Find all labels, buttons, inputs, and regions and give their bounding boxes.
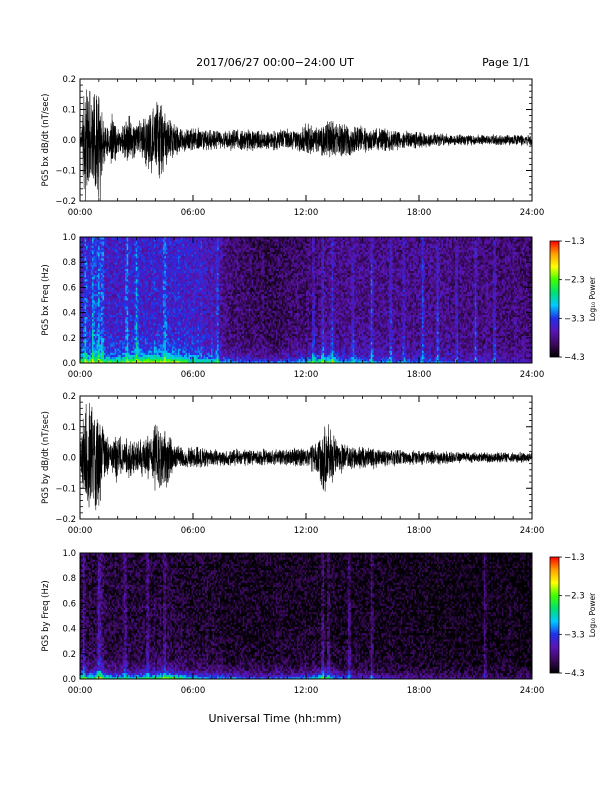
x-tick-label: 24:00 [520, 208, 545, 218]
waveform-trace [80, 89, 532, 201]
x-tick-label: 18:00 [407, 208, 432, 218]
x-tick-label: 00:00 [68, 208, 93, 218]
bx-waveform-panel: 00:00 06:00 12:00 18:00 24:00 −0.2 −0.1 0.0 0.1 0… [41, 75, 544, 218]
x-tick-label: 12:00 [294, 208, 319, 218]
y-tick-label: 0.0 [62, 136, 76, 146]
y-tick-label: 0.2 [62, 75, 76, 85]
x-tick-label: 06:00 [181, 208, 206, 218]
spectrogram-image [80, 237, 532, 363]
y-tick-label: 0.1 [62, 106, 76, 116]
page-title: 2017/06/27 00:00−24:00 UT [196, 56, 354, 69]
y-axis-label: PG5 bx dB/dt (nT/sec) [41, 94, 51, 187]
y-tick-label: −0.2 [55, 197, 76, 207]
page-number: Page 1/1 [482, 56, 530, 69]
y-tick-label: −0.1 [55, 167, 76, 177]
